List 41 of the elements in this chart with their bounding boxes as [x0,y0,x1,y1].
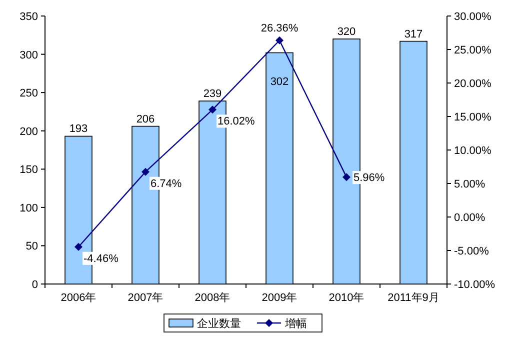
y-tick-label: 0 [32,279,38,291]
y2-tick-label: -5.00% [454,246,490,258]
legend-label: 企业数量 [197,317,241,330]
y2-tick-label: 25.00% [454,44,492,56]
y-tick-label: 150 [20,164,38,176]
point [208,106,216,114]
data-label: 320 [337,26,356,38]
data-label: 16.02% [218,116,256,128]
x-tick-label: 2010年 [328,292,364,304]
data-label: 206 [136,113,155,126]
x-tick-label: 2006年 [60,292,96,304]
point [342,173,350,182]
y-tick-label: 200 [20,126,38,138]
point [142,168,150,176]
legend-label: 增幅 [284,318,307,330]
y-tick-label: 100 [20,202,38,214]
point [74,242,82,251]
point [276,36,284,44]
data-label: 6.74% [150,178,182,190]
y-tick-label: 300 [20,49,38,62]
x-tick-label: 2008年 [194,292,230,304]
y2-tick-label: 30.00% [454,11,492,23]
y2-tick-label: 0.00% [454,212,486,224]
x-tick-label: 2007年 [128,292,164,304]
data-label: 239 [203,88,222,100]
y2-tick-label: 10.00% [454,145,492,157]
data-label: 5.96% [354,172,385,184]
y-tick-label: 250 [20,88,38,100]
data-label: 26.36% [260,22,298,34]
y-tick-label: 50 [26,240,38,253]
y2-tick-label: -10.00% [454,279,496,291]
y2-tick-label: 5.00% [454,178,486,190]
y2-tick-label: 15.00% [454,112,492,124]
x-tick-label: 2011年9月 [388,292,440,304]
y2-tick-label: 20.00% [454,78,492,90]
y-tick-label: 350 [20,11,38,23]
x-tick-label: 2009年 [262,292,298,304]
data-label: 302 [270,76,289,88]
data-label: 193 [69,123,88,136]
data-label: 317 [404,28,423,40]
data-label: -4.46% [84,252,119,265]
